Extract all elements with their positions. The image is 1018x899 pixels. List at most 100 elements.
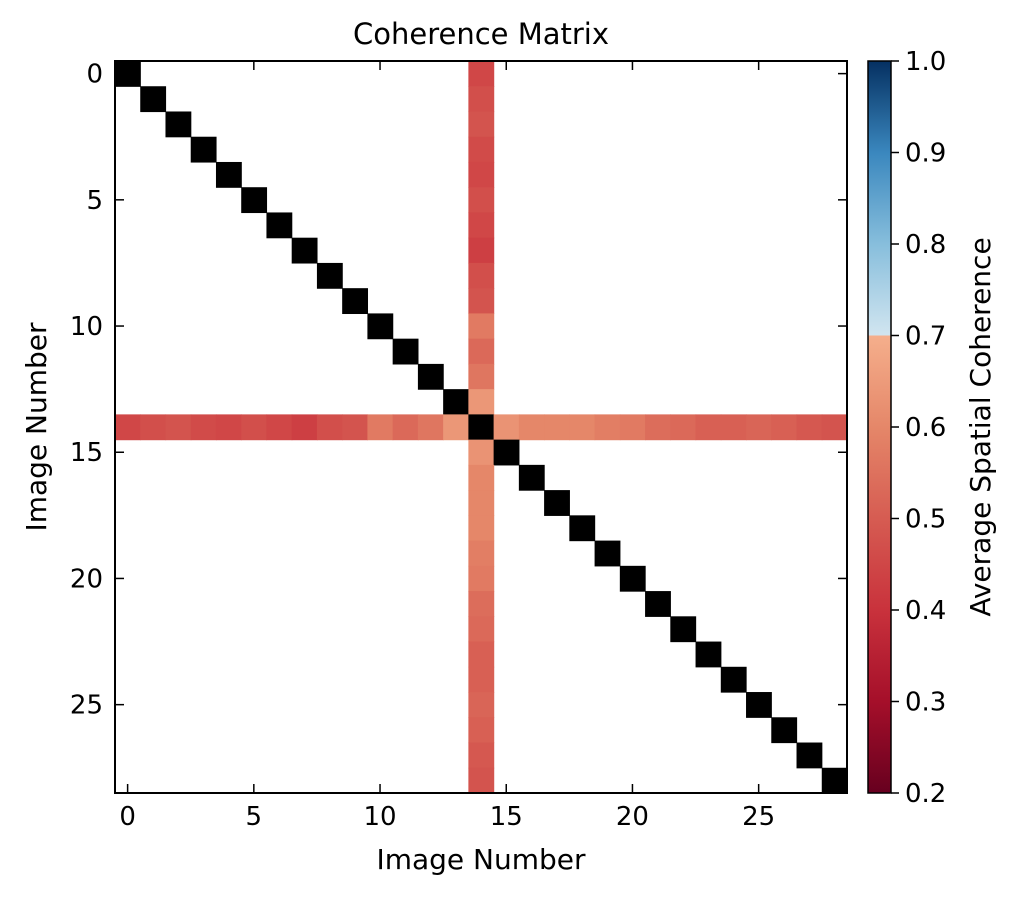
column-cell-8 [468, 262, 495, 289]
diagonal-cell-11 [392, 338, 419, 365]
column-cell-17 [468, 490, 495, 516]
column-cell-19 [468, 540, 495, 567]
y-tick-label-15: 15 [70, 438, 103, 468]
row-cell-11 [392, 414, 419, 441]
colorbar-tick-label-0.7: 0.7 [905, 322, 946, 352]
row-cell-12 [417, 414, 444, 441]
column-cell-28 [468, 767, 495, 794]
column-cell-0 [468, 61, 495, 87]
diagonal-cell-28 [821, 767, 848, 794]
diagonal-cell-8 [316, 262, 343, 289]
row-cell-10 [367, 414, 394, 441]
row-cell-18 [569, 414, 596, 441]
column-cell-16 [468, 464, 495, 491]
row-cell-3 [190, 414, 217, 441]
column-cell-18 [468, 515, 495, 542]
colorbar-tick-label-0.5: 0.5 [905, 505, 946, 535]
row-cell-21 [645, 414, 671, 441]
column-cell-2 [468, 111, 495, 138]
diagonal-cell-27 [796, 742, 823, 769]
diagonal-cell-15 [493, 439, 520, 466]
chart-title: Coherence Matrix [353, 17, 609, 51]
plot-frame [114, 60, 848, 794]
column-cell-1 [468, 86, 495, 113]
colorbar-tick-label-0.8: 0.8 [905, 230, 946, 260]
column-cell-7 [468, 237, 495, 264]
column-cell-22 [468, 616, 495, 643]
row-cell-26 [771, 414, 798, 441]
diagonal-cell-2 [165, 111, 192, 138]
y-axis-ticks: 0 5 10 15 20 25 [70, 60, 847, 721]
y-tick-label-10: 10 [70, 312, 103, 342]
diagonal-cell-12 [417, 363, 444, 390]
diagonal-cell-10 [367, 313, 394, 340]
diagonal-cell-21 [645, 591, 671, 617]
row-cell-23 [695, 414, 722, 441]
colorbar: 0.2 0.3 0.4 0.5 0.6 0.7 0.8 0.9 1.0 Average Spat… [867, 47, 997, 809]
row-cell-6 [266, 414, 293, 441]
y-tick-label-5: 5 [86, 186, 103, 216]
diagonal-cell-1 [140, 86, 167, 113]
column-cell-25 [468, 692, 495, 718]
row-cell-13 [443, 414, 469, 441]
x-tick-label-5: 5 [246, 802, 263, 832]
diagonal-cell-26 [771, 717, 798, 744]
column-cell-3 [468, 136, 495, 163]
diagonal-cell-22 [670, 616, 697, 643]
y-tick-label-0: 0 [86, 60, 103, 90]
row-cell-20 [619, 414, 646, 441]
y-tick-label-25: 25 [70, 691, 103, 721]
row-cell-25 [746, 414, 772, 441]
row-cell-28 [821, 414, 848, 441]
diagonal-cell-3 [190, 136, 217, 163]
colorbar-ticks: 0.2 0.3 0.4 0.5 0.6 0.7 0.8 0.9 1.0 [891, 47, 946, 809]
row-cell-0 [115, 414, 141, 441]
diagonal-cell-14 [468, 414, 495, 441]
row-cell-4 [215, 414, 242, 441]
diagonal-cell-24 [720, 666, 747, 693]
y-axis-title: Image Number [20, 322, 53, 532]
row-cell-2 [165, 414, 192, 441]
column-cell-6 [468, 212, 495, 239]
y-tick-label-20: 20 [70, 564, 103, 594]
colorbar-label: Average Spatial Coherence [964, 237, 997, 616]
diagonal-cell-23 [695, 641, 722, 668]
row-cell-16 [518, 414, 545, 441]
column-cell-9 [468, 288, 495, 315]
heatmap-cells [115, 61, 848, 794]
colorbar-tick-label-0.4: 0.4 [905, 596, 946, 626]
x-tick-label-15: 15 [490, 802, 523, 832]
diagonal-cell-13 [443, 389, 469, 415]
diagonal-cell-9 [342, 288, 369, 315]
column-cell-15 [468, 439, 495, 466]
row-cell-19 [594, 414, 621, 441]
diagonal-cell-25 [746, 692, 772, 718]
row-cell-15 [493, 414, 520, 441]
x-axis-ticks: 0 5 10 15 20 25 [119, 61, 775, 832]
x-tick-label-20: 20 [616, 802, 649, 832]
row-cell-17 [544, 414, 570, 441]
colorbar-tick-label-0.2: 0.2 [905, 779, 946, 809]
diagonal-cell-19 [594, 540, 621, 567]
column-cell-23 [468, 641, 495, 668]
row-cell-9 [342, 414, 369, 441]
column-cell-26 [468, 717, 495, 744]
diagonal-cell-5 [241, 187, 268, 214]
diagonal-cell-16 [518, 464, 545, 491]
column-cell-4 [468, 161, 495, 188]
diagonal-cell-18 [569, 515, 596, 542]
column-cell-27 [468, 742, 495, 769]
row-cell-8 [316, 414, 343, 441]
diagonal-cell-6 [266, 212, 293, 239]
colorbar-tick-label-0.9: 0.9 [905, 139, 946, 169]
column-cell-24 [468, 666, 495, 693]
row-cell-7 [291, 414, 318, 441]
x-tick-label-10: 10 [363, 802, 396, 832]
diagonal-cell-17 [544, 490, 570, 516]
x-tick-label-0: 0 [119, 802, 136, 832]
column-cell-13 [468, 389, 495, 415]
x-axis-title: Image Number [376, 843, 586, 876]
column-cell-12 [468, 363, 495, 390]
row-cell-1 [140, 414, 167, 441]
diagonal-cell-7 [291, 237, 318, 264]
